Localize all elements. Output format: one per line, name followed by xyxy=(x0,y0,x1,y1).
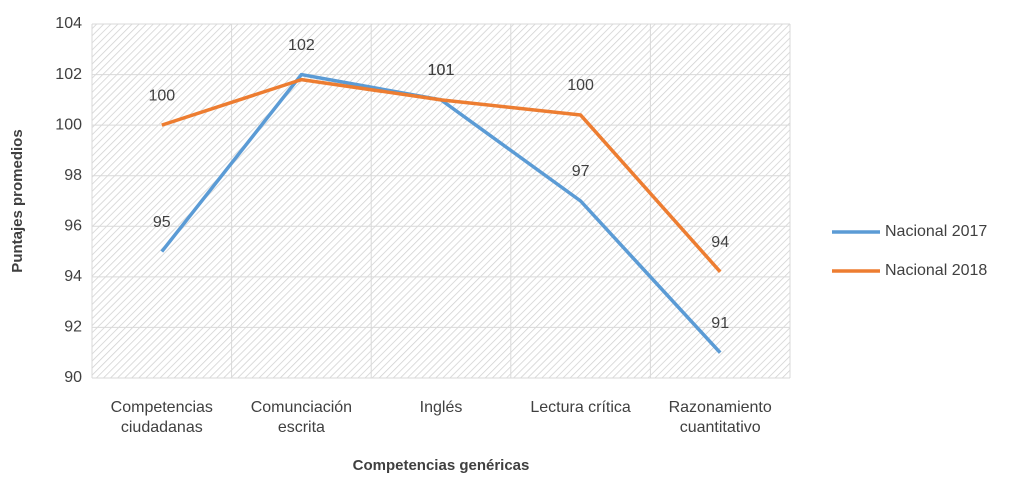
y-tick-label: 104 xyxy=(55,15,82,32)
data-label: 95 xyxy=(153,214,171,231)
y-tick-label: 100 xyxy=(55,116,82,133)
x-tick-label: Lectura crítica xyxy=(530,399,631,416)
y-tick-label: 92 xyxy=(64,319,82,336)
data-label: 94 xyxy=(711,234,729,251)
x-tick-label: Comunciación escrita xyxy=(250,399,353,436)
data-label: 100 xyxy=(567,77,594,94)
y-axis-title: Puntajes promedios xyxy=(9,129,26,272)
legend-label: Nacional 2018 xyxy=(885,262,987,279)
x-tick-label: Competencias ciudadanas xyxy=(110,399,213,436)
data-label: 91 xyxy=(711,315,729,332)
x-axis-title: Competencias genéricas xyxy=(353,457,530,474)
x-tick-label: Inglés xyxy=(419,399,463,416)
y-tick-label: 94 xyxy=(64,268,82,285)
y-tick-label: 96 xyxy=(64,218,82,235)
data-label: 102 xyxy=(288,37,315,54)
legend-label: Nacional 2017 xyxy=(885,223,987,240)
data-label: 101 xyxy=(428,62,455,79)
series-line xyxy=(161,77,722,273)
data-label: 100 xyxy=(148,87,175,104)
y-tick-label: 98 xyxy=(64,167,82,184)
plot-background xyxy=(92,24,790,378)
y-tick-label: 90 xyxy=(64,369,82,386)
y-tick-label: 102 xyxy=(55,66,82,83)
data-label: 97 xyxy=(572,163,590,180)
data-label: 101 xyxy=(428,62,455,79)
x-tick-label: Razonamiento cuantitativo xyxy=(668,399,772,436)
